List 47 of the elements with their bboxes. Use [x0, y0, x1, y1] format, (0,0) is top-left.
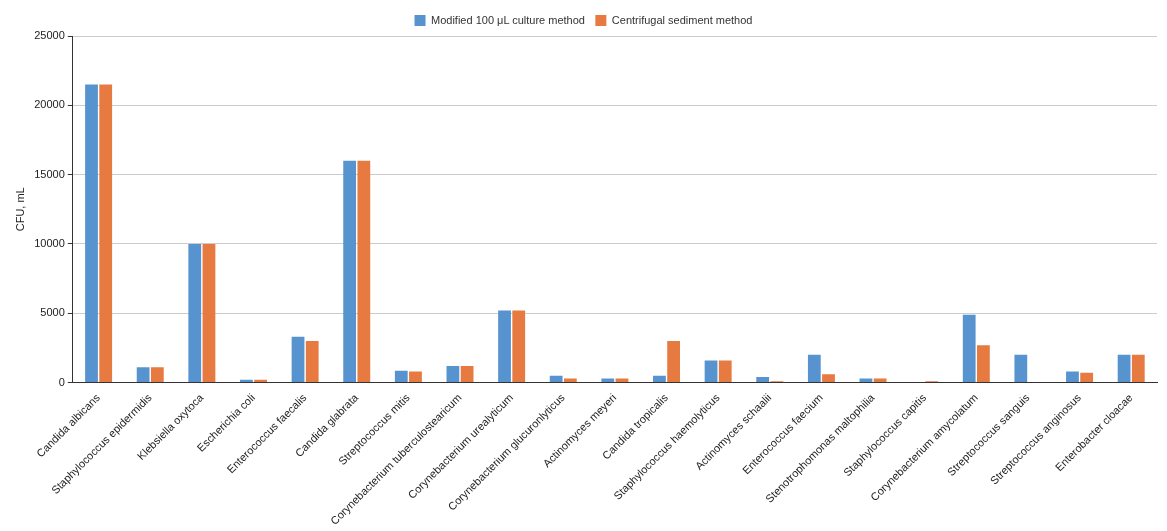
bar	[1080, 372, 1094, 383]
y-tick-label: 15000	[34, 167, 65, 180]
y-axis-title: CFU, mL	[13, 187, 26, 232]
y-tick-label: 25000	[34, 29, 65, 42]
bar	[962, 314, 976, 383]
bar	[601, 378, 615, 383]
y-tick-label: 5000	[40, 306, 65, 319]
bar	[822, 374, 835, 383]
bar	[240, 379, 253, 383]
bar	[807, 354, 821, 383]
bar	[357, 160, 371, 383]
bar	[394, 370, 408, 383]
bar	[446, 365, 460, 383]
bar	[188, 243, 202, 383]
bar	[549, 375, 563, 383]
bar	[150, 367, 164, 383]
bar	[305, 340, 319, 383]
legend-label: Centrifugal sediment method	[611, 13, 753, 26]
y-tick-label: 10000	[34, 236, 65, 249]
bar	[1066, 371, 1079, 383]
bar	[409, 371, 422, 383]
bar	[653, 375, 666, 383]
bar	[291, 336, 305, 383]
bar	[704, 360, 718, 383]
bar	[85, 84, 98, 383]
bar	[254, 379, 267, 383]
bar	[136, 367, 150, 383]
bar	[859, 378, 873, 383]
bar	[1117, 354, 1131, 383]
bar	[512, 310, 526, 383]
bar	[667, 340, 681, 383]
bar	[615, 378, 629, 383]
bar	[977, 345, 990, 383]
legend-label: Modified 100 μL culture method	[431, 13, 585, 26]
bar	[99, 84, 113, 383]
bar	[873, 378, 887, 383]
bar	[756, 377, 770, 383]
y-tick-label: 20000	[34, 98, 65, 111]
bar	[460, 365, 474, 383]
y-tick-label: 0	[58, 375, 65, 388]
bar	[563, 378, 577, 383]
bar	[718, 360, 732, 383]
bar	[1131, 354, 1145, 383]
bar	[498, 310, 511, 383]
bar	[343, 160, 357, 383]
bar	[1014, 354, 1028, 383]
bar	[202, 243, 216, 383]
